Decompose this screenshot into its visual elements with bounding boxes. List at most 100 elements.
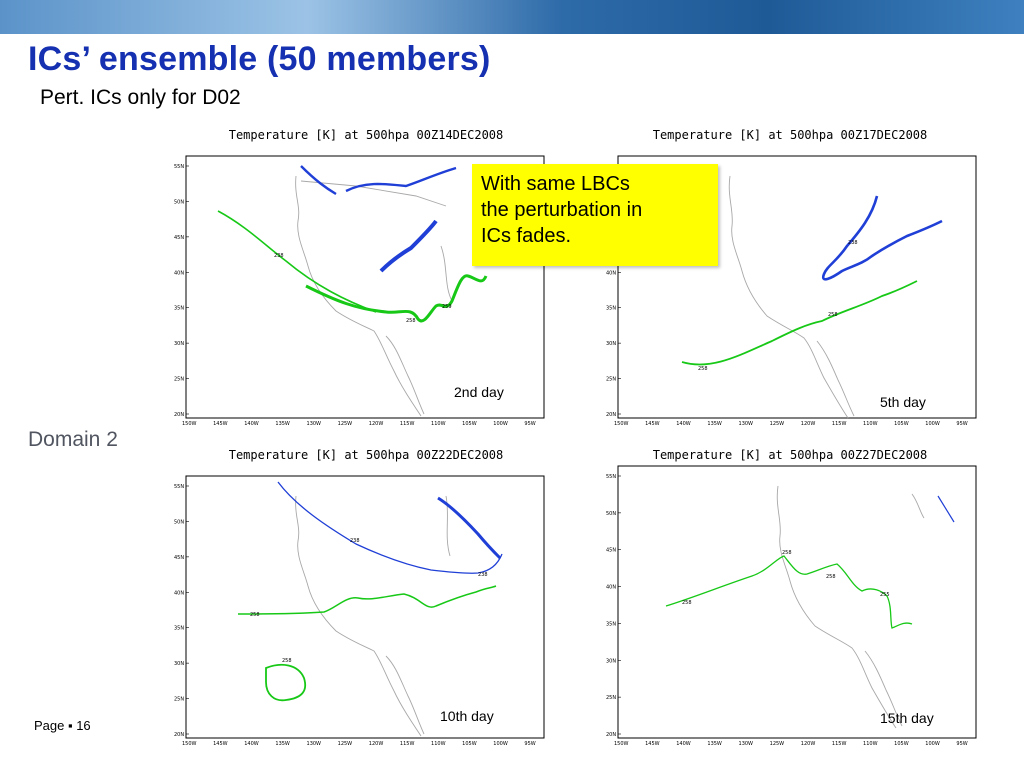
lon-tick-label: 95W: [524, 421, 535, 427]
lat-tick-label: 20N: [174, 732, 184, 738]
lon-tick-label: 150W: [614, 741, 629, 747]
svg-text:258: 258: [250, 612, 260, 618]
lat-tick-label: 55N: [606, 474, 616, 480]
lon-tick-label: 140W: [244, 741, 259, 747]
lat-tick-label: 20N: [606, 732, 616, 738]
svg-text:238: 238: [848, 240, 858, 246]
lon-tick-label: 100W: [493, 741, 508, 747]
day-label: 15th day: [880, 710, 934, 726]
header-band: [0, 0, 1024, 34]
lon-tick-label: 100W: [493, 421, 508, 427]
svg-text:258: 258: [826, 574, 836, 580]
lon-tick-label: 145W: [213, 421, 228, 427]
lon-tick-label: 140W: [676, 421, 691, 427]
lon-tick-label: 130W: [739, 741, 754, 747]
lat-tick-label: 50N: [606, 511, 616, 517]
lon-tick-label: 145W: [645, 741, 660, 747]
svg-text:258: 258: [682, 600, 692, 606]
lat-tick-label: 30N: [174, 661, 184, 667]
svg-text:238: 238: [350, 538, 360, 544]
lat-tick-label: 30N: [606, 658, 616, 664]
svg-text:258: 258: [698, 366, 708, 372]
lat-tick-label: 45N: [174, 235, 184, 241]
lon-tick-label: 125W: [770, 421, 785, 427]
lon-tick-label: 105W: [894, 421, 909, 427]
lat-tick-label: 35N: [606, 621, 616, 627]
lat-tick-label: 50N: [174, 199, 184, 205]
lon-tick-label: 115W: [832, 421, 847, 427]
lat-tick-label: 45N: [174, 555, 184, 561]
callout-line: the perturbation in: [481, 199, 643, 221]
lon-tick-label: 100W: [925, 741, 940, 747]
lon-tick-label: 115W: [400, 741, 415, 747]
slide-subtitle: Pert. ICs only for D02: [40, 86, 241, 109]
lat-tick-label: 55N: [174, 484, 184, 490]
svg-text:258: 258: [782, 550, 792, 556]
lat-tick-label: 20N: [174, 412, 184, 418]
lon-tick-label: 150W: [614, 421, 629, 427]
lat-tick-label: 25N: [174, 697, 184, 703]
lon-tick-label: 125W: [770, 741, 785, 747]
lon-tick-label: 135W: [275, 741, 290, 747]
lon-tick-label: 150W: [182, 421, 197, 427]
lat-tick-label: 40N: [606, 270, 616, 276]
lat-tick-label: 55N: [174, 164, 184, 170]
lon-tick-label: 120W: [369, 421, 384, 427]
lon-tick-label: 120W: [369, 741, 384, 747]
lon-tick-label: 110W: [863, 741, 878, 747]
map-title: Temperature [K] at 500hpa 00Z17DEC2008: [652, 128, 928, 142]
page-number: Page ▪ 16: [34, 718, 91, 733]
lon-tick-label: 110W: [863, 421, 878, 427]
lon-tick-label: 115W: [400, 421, 415, 427]
lat-tick-label: 40N: [606, 585, 616, 591]
map-title: Temperature [K] at 500hpa 00Z22DEC2008: [228, 448, 504, 462]
lon-tick-label: 130W: [307, 421, 322, 427]
svg-text:258: 258: [406, 318, 416, 324]
lat-tick-label: 50N: [174, 519, 184, 525]
svg-text:238: 238: [274, 253, 284, 259]
day-label: 10th day: [440, 708, 494, 724]
lon-tick-label: 130W: [307, 741, 322, 747]
lon-tick-label: 115W: [832, 741, 847, 747]
callout-line: With same LBCs: [481, 173, 630, 195]
callout-line: ICs fades.: [481, 225, 572, 247]
lat-tick-label: 20N: [606, 412, 616, 418]
map-plot: 258 258 258 255 55N 50N 45N 40N 35N 30N 25N 20N…: [606, 465, 977, 747]
lon-tick-label: 95W: [956, 421, 967, 427]
lon-tick-label: 110W: [431, 421, 446, 427]
lat-tick-label: 40N: [174, 270, 184, 276]
lat-tick-label: 25N: [606, 377, 616, 383]
map-panel-10th-day: Temperature [K] at 500hpa 00Z22DEC2008 2…: [174, 446, 546, 750]
map-panel-15th-day: Temperature [K] at 500hpa 00Z27DEC2008 2…: [602, 446, 978, 750]
lon-tick-label: 125W: [338, 741, 353, 747]
lon-tick-label: 135W: [707, 741, 722, 747]
svg-text:255: 255: [880, 592, 890, 598]
lon-tick-label: 125W: [338, 421, 353, 427]
lat-tick-label: 30N: [174, 341, 184, 347]
lat-tick-label: 35N: [174, 626, 184, 632]
map-title: Temperature [K] at 500hpa 00Z14DEC2008: [228, 128, 504, 142]
lon-tick-label: 95W: [524, 741, 535, 747]
map-title: Temperature [K] at 500hpa 00Z27DEC2008: [652, 448, 928, 462]
lat-tick-label: 30N: [606, 341, 616, 347]
lon-tick-label: 150W: [182, 741, 197, 747]
lon-tick-label: 140W: [676, 741, 691, 747]
lat-tick-label: 45N: [606, 548, 616, 554]
lon-tick-label: 100W: [925, 421, 940, 427]
callout-note: With same LBCs the perturbation in ICs f…: [472, 164, 718, 266]
slide-title: ICs’ ensemble (50 members): [28, 40, 491, 78]
lon-tick-label: 135W: [275, 421, 290, 427]
lon-tick-label: 105W: [462, 741, 477, 747]
lat-tick-label: 40N: [174, 590, 184, 596]
lon-tick-label: 120W: [801, 741, 816, 747]
lon-tick-label: 95W: [956, 741, 967, 747]
lon-tick-label: 130W: [739, 421, 754, 427]
map-plot: 238 238 258 258 55N 50N 45N 40N 35N 30N 25N 20N…: [174, 475, 545, 747]
lon-tick-label: 135W: [707, 421, 722, 427]
map-plot: 238 258 259 55N 50N 45N 40N 35N 30N 25N 20N 150W…: [174, 155, 545, 427]
lon-tick-label: 105W: [894, 741, 909, 747]
lon-tick-label: 145W: [213, 741, 228, 747]
lon-tick-label: 120W: [801, 421, 816, 427]
lat-tick-label: 35N: [174, 306, 184, 312]
svg-text:238: 238: [478, 572, 488, 578]
